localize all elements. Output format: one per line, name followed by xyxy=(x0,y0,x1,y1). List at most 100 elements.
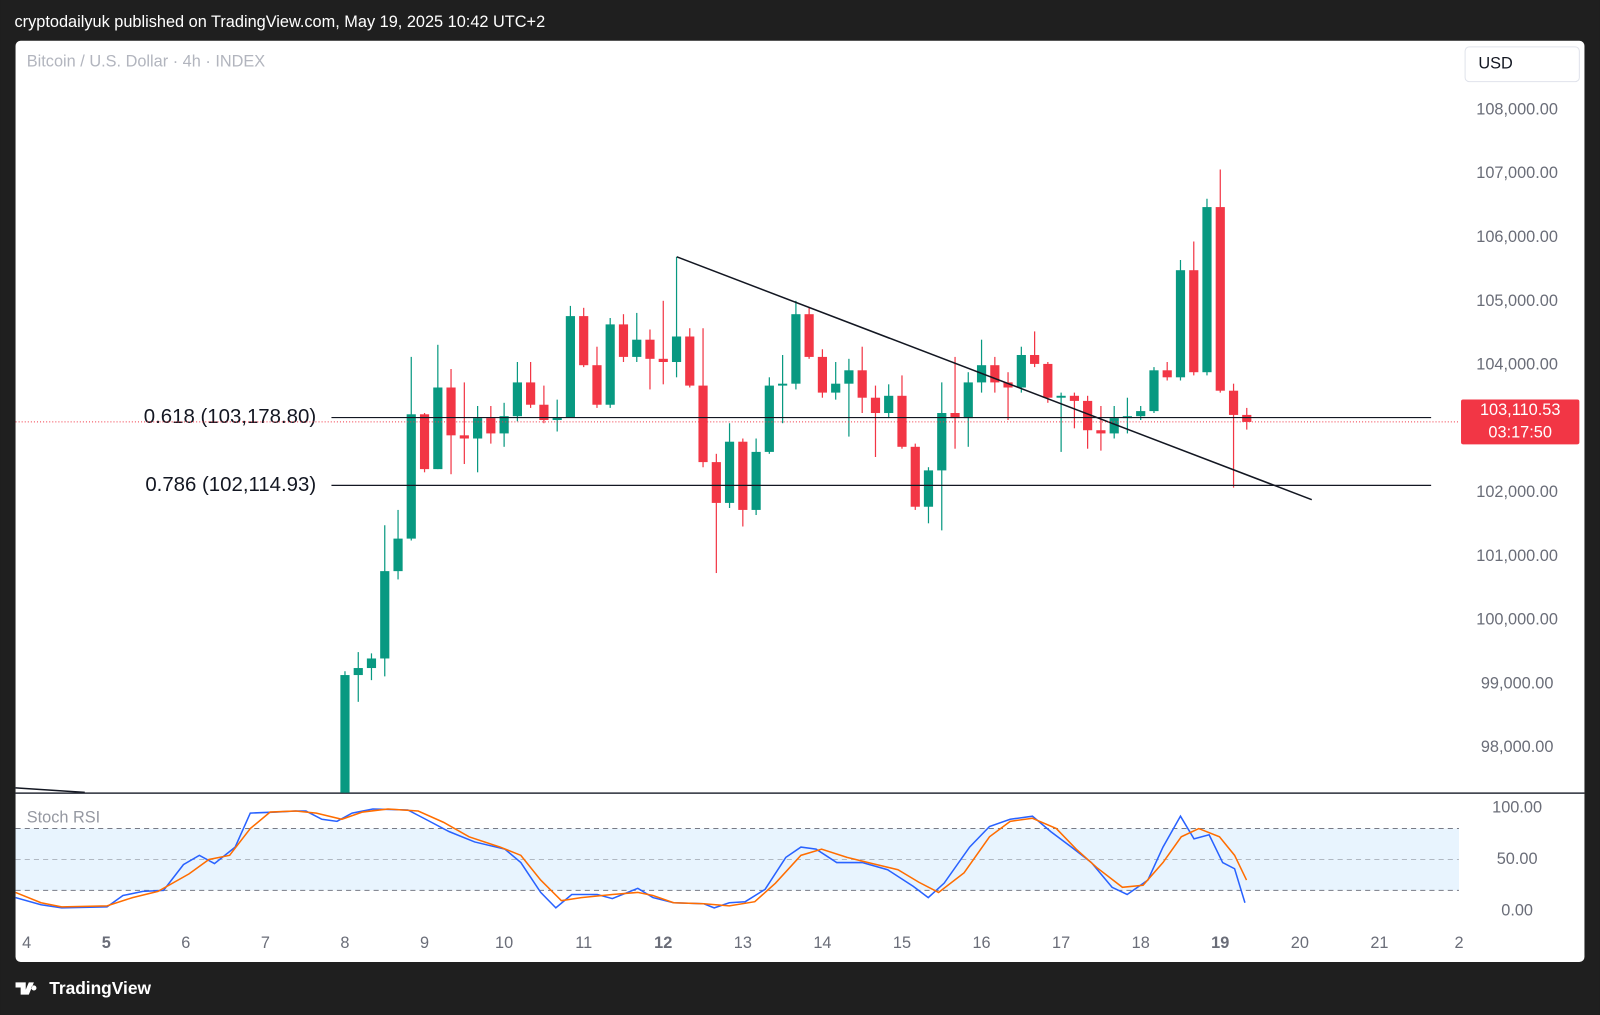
time-tick-label: 4 xyxy=(22,934,31,952)
tradingview-logo xyxy=(15,982,37,995)
time-tick-label: 5 xyxy=(102,934,111,952)
fib-label: 0.786 (102,114.93) xyxy=(145,474,316,496)
stoch-line xyxy=(15,808,1246,909)
candle-body xyxy=(1069,395,1080,401)
candle-body xyxy=(685,336,695,386)
candle-body xyxy=(353,668,363,676)
candle-body xyxy=(764,385,774,452)
candle-body xyxy=(605,324,615,405)
candle-body xyxy=(1228,390,1239,415)
price-tick-label: 108,000.00 xyxy=(1476,100,1558,118)
candle-body xyxy=(671,336,682,363)
candle-body xyxy=(1030,354,1040,364)
candle-body xyxy=(950,413,960,419)
currency-label[interactable]: USD xyxy=(1478,55,1512,73)
time-tick-label: 21 xyxy=(1370,934,1388,952)
price-tick-label: 106,000.00 xyxy=(1476,228,1558,246)
bar-countdown: 03:17:50 xyxy=(1488,423,1552,441)
candle-body xyxy=(857,370,867,398)
candle-body xyxy=(1003,382,1013,388)
candle-body xyxy=(804,314,814,357)
candle-body xyxy=(751,451,761,510)
candle-body xyxy=(1175,270,1186,378)
price-tick-label: 107,000.00 xyxy=(1476,164,1558,182)
candle-body xyxy=(778,383,788,386)
indicator-tick-label: 100.00 xyxy=(1492,798,1542,816)
time-tick-label: 15 xyxy=(893,934,911,952)
candle-body xyxy=(831,383,841,393)
time-tick-label: 10 xyxy=(495,934,513,952)
last-price-label: 103,110.53 xyxy=(1480,401,1560,419)
price-tick-label: 100,000.00 xyxy=(1476,611,1558,629)
publish-info: cryptodailyuk published on TradingView.c… xyxy=(15,13,546,31)
candle-body xyxy=(1189,270,1199,373)
price-tick-label: 102,000.00 xyxy=(1476,483,1558,501)
candle-body xyxy=(1162,370,1172,378)
candle-body xyxy=(870,397,881,414)
candle-body xyxy=(963,382,973,419)
candle-body xyxy=(1109,418,1119,434)
candle-body xyxy=(724,441,735,503)
candle-body xyxy=(1083,400,1093,431)
candle-body xyxy=(1043,363,1053,398)
candle-body xyxy=(738,441,748,510)
indicator-title: Stoch RSI xyxy=(27,808,100,826)
price-tick-label: 98,000.00 xyxy=(1481,738,1554,756)
price-tick-label: 105,000.00 xyxy=(1476,292,1558,310)
trendline xyxy=(15,787,85,793)
candle-body xyxy=(698,385,708,463)
currency-button[interactable] xyxy=(1464,46,1580,83)
time-tick-label: 13 xyxy=(734,934,752,952)
candle-body xyxy=(884,395,894,414)
candle-body xyxy=(552,417,562,421)
candle-body xyxy=(645,339,655,359)
time-tick-label: 7 xyxy=(261,934,270,952)
candle-body xyxy=(539,404,549,421)
candle-body xyxy=(1056,395,1066,398)
candle-body xyxy=(1136,411,1146,417)
candle-body xyxy=(579,316,589,366)
candle-body xyxy=(1202,207,1212,373)
candle-body xyxy=(791,314,801,384)
stoch-line xyxy=(15,808,1248,908)
price-pane: 0.618 (103,178.80) 0.786 (102,114.93) xyxy=(15,169,1459,793)
candle-body xyxy=(419,414,430,470)
price-tick-label: 104,000.00 xyxy=(1476,356,1558,374)
candle-body xyxy=(923,470,934,507)
brand: TradingView xyxy=(49,978,151,998)
time-tick-label: 6 xyxy=(181,934,190,952)
fib-label: 0.618 (103,178.80) xyxy=(144,406,316,428)
time-tick-label: 12 xyxy=(654,934,672,952)
candle-body xyxy=(990,365,1000,383)
candle-body xyxy=(592,365,602,405)
candle-body xyxy=(1096,430,1106,434)
candle-body xyxy=(459,435,469,439)
candle-body xyxy=(910,446,920,507)
time-tick-label: 17 xyxy=(1052,934,1070,952)
candle-body xyxy=(711,462,721,503)
time-tick-label: 20 xyxy=(1291,934,1309,952)
candle-body xyxy=(512,382,522,417)
candle-body xyxy=(473,418,483,439)
last-price-box xyxy=(1461,399,1580,445)
price-tick-label: 99,000.00 xyxy=(1481,674,1554,692)
indicator-tick-label: 50.00 xyxy=(1497,850,1538,868)
price-tick-label: 101,000.00 xyxy=(1476,547,1558,565)
band-fill xyxy=(15,828,1459,891)
time-tick-label: 11 xyxy=(575,934,592,952)
indicator-tick-label: 0.00 xyxy=(1501,901,1533,919)
candle-body xyxy=(433,387,443,470)
time-tick-label: 8 xyxy=(340,934,349,952)
candle-body xyxy=(499,416,509,434)
candle-body xyxy=(380,571,390,659)
candle-body xyxy=(1215,207,1225,391)
candle-body xyxy=(1242,414,1252,422)
candle-body xyxy=(486,418,496,434)
candle-body xyxy=(446,387,456,436)
time-tick-label: 18 xyxy=(1132,934,1150,952)
chart-panel xyxy=(15,40,1585,962)
candle-body xyxy=(526,382,536,405)
candle-body xyxy=(565,316,575,418)
candle-body xyxy=(1149,370,1159,412)
